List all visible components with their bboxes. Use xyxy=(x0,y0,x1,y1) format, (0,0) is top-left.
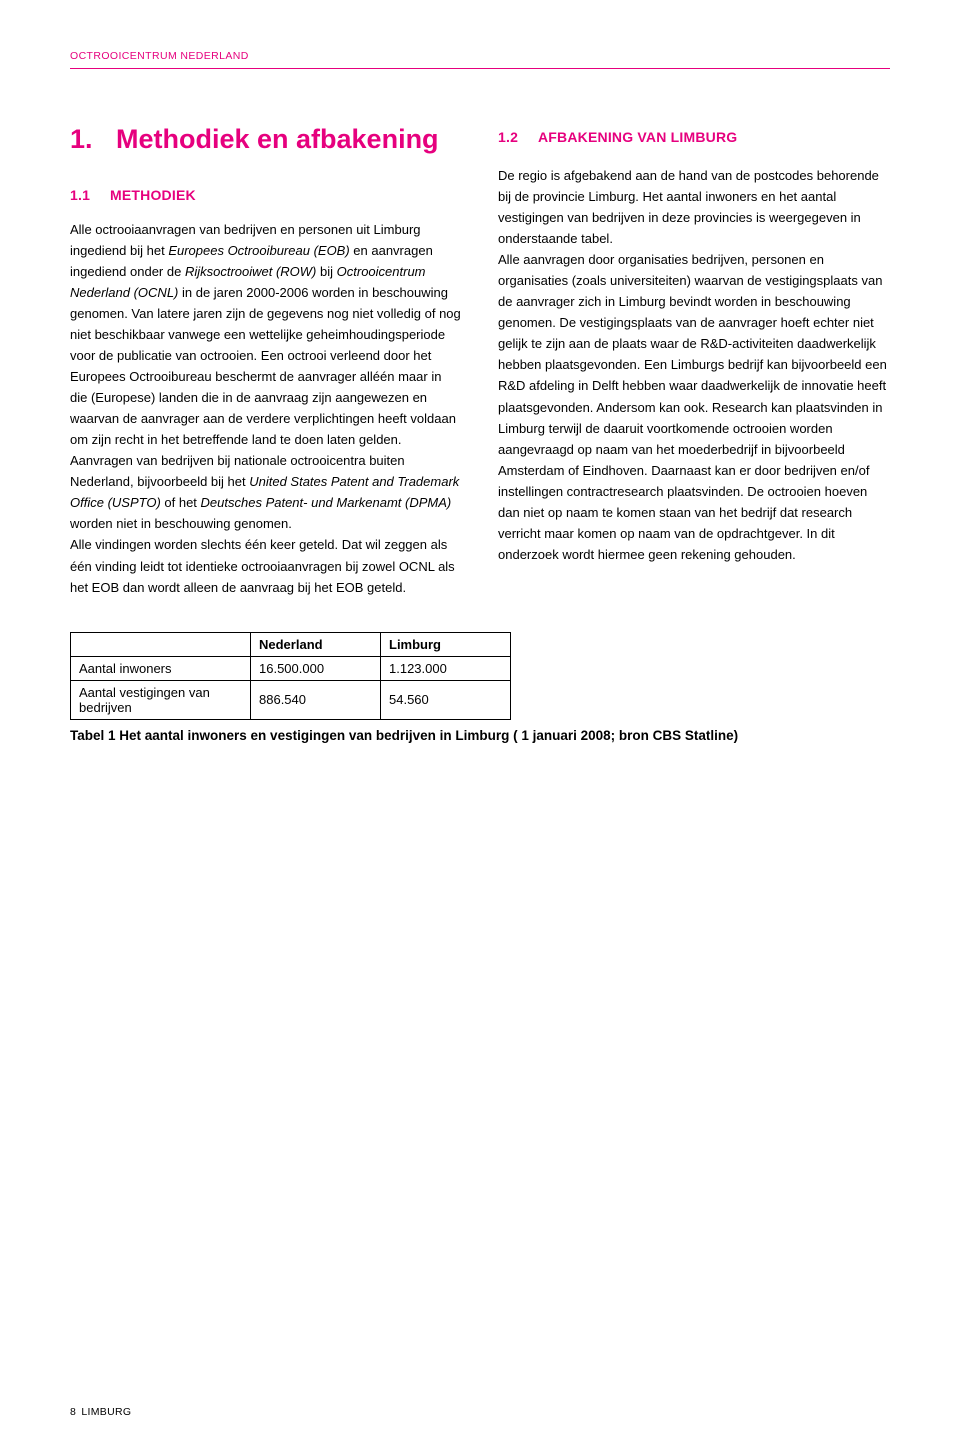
right-paragraph-1: De regio is afgebakend aan de hand van d… xyxy=(498,165,890,249)
text-run: bij xyxy=(316,264,336,279)
footer-label: LIMBURG xyxy=(81,1406,131,1418)
table-row: Aantal vestigingen van bedrijven 886.540… xyxy=(71,680,511,719)
left-paragraph-2: Alle vindingen worden slechts één keer g… xyxy=(70,534,462,597)
section-title-right: 1.2AFBAKENING VAN LIMBURG xyxy=(498,129,890,145)
chapter-number: 1. xyxy=(70,123,116,157)
table-cell: 1.123.000 xyxy=(381,656,511,680)
header-label: OCTROOICENTRUM NEDERLAND xyxy=(70,50,890,62)
table-header-cell: Limburg xyxy=(381,632,511,656)
table-header-cell xyxy=(71,632,251,656)
italic-run: Europees Octrooibureau (EOB) xyxy=(168,243,349,258)
page-number: 8 xyxy=(70,1406,76,1418)
chapter-title: 1.Methodiek en afbakening xyxy=(70,123,462,157)
two-column-layout: 1.Methodiek en afbakening 1.1METHODIEK A… xyxy=(70,123,890,598)
data-table: Nederland Limburg Aantal inwoners 16.500… xyxy=(70,632,511,720)
table-header-row: Nederland Limburg xyxy=(71,632,511,656)
text-run: in de jaren 2000-2006 worden in beschouw… xyxy=(70,285,461,489)
italic-run: Rijksoctrooiwet (ROW) xyxy=(185,264,316,279)
left-column: 1.Methodiek en afbakening 1.1METHODIEK A… xyxy=(70,123,462,598)
section-number-left: 1.1 xyxy=(70,187,110,203)
left-paragraph-1: Alle octrooiaanvragen van bedrijven en p… xyxy=(70,219,462,535)
right-paragraph-2: Alle aanvragen door organisaties bedrijv… xyxy=(498,249,890,565)
table-cell: 886.540 xyxy=(251,680,381,719)
table-cell: Aantal vestigingen van bedrijven xyxy=(71,680,251,719)
table-cell: 54.560 xyxy=(381,680,511,719)
table-header-cell: Nederland xyxy=(251,632,381,656)
table-cell: 16.500.000 xyxy=(251,656,381,680)
table-cell: Aantal inwoners xyxy=(71,656,251,680)
section-title-left-text: METHODIEK xyxy=(110,187,196,203)
header-rule xyxy=(70,68,890,69)
table-row: Aantal inwoners 16.500.000 1.123.000 xyxy=(71,656,511,680)
page-footer: 8 LIMBURG xyxy=(70,1406,131,1418)
right-column: 1.2AFBAKENING VAN LIMBURG De regio is af… xyxy=(498,123,890,598)
section-number-right: 1.2 xyxy=(498,129,538,145)
italic-run: Deutsches Patent- und Markenamt (DPMA) xyxy=(201,495,452,510)
page-header: OCTROOICENTRUM NEDERLAND xyxy=(70,50,890,69)
section-title-left: 1.1METHODIEK xyxy=(70,187,462,203)
table-block: Nederland Limburg Aantal inwoners 16.500… xyxy=(70,632,890,746)
chapter-title-text: Methodiek en afbakening xyxy=(116,124,439,154)
text-run: worden niet in beschouwing genomen. xyxy=(70,516,292,531)
table-caption: Tabel 1 Het aantal inwoners en vestiging… xyxy=(70,726,890,746)
section-title-right-text: AFBAKENING VAN LIMBURG xyxy=(538,129,737,145)
text-run: of het xyxy=(161,495,201,510)
